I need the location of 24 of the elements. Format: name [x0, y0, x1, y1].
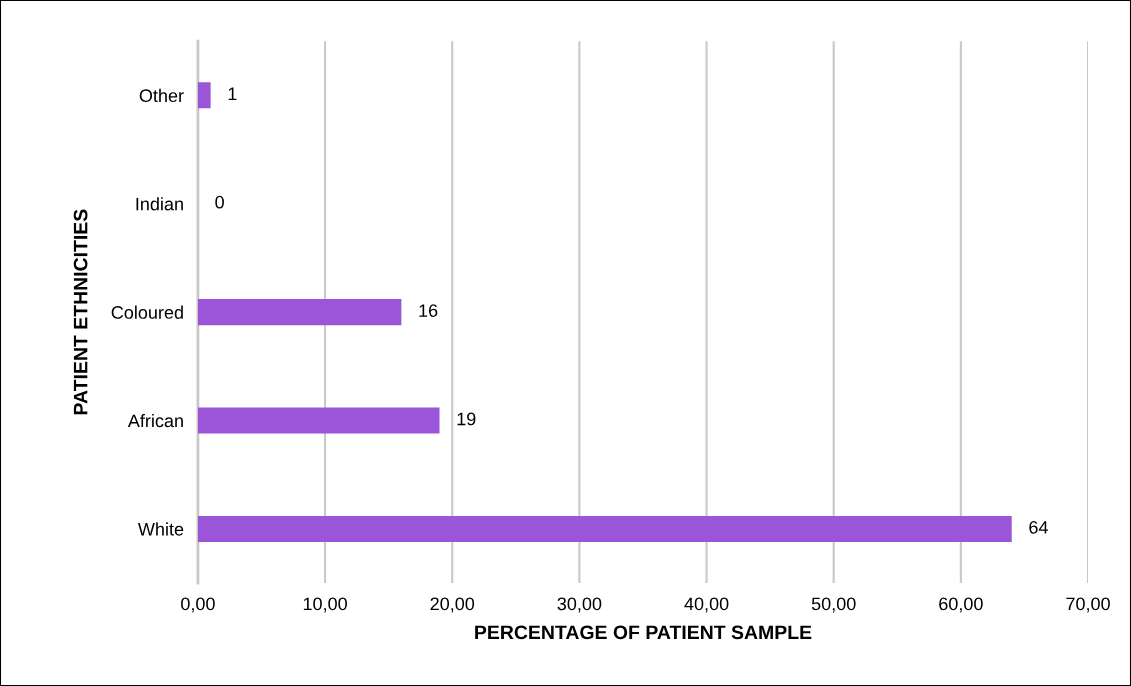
x-tick-label: 40,00 [684, 597, 729, 613]
x-tick-label: 50,00 [811, 597, 856, 613]
bar [197, 82, 211, 109]
data-label: 1 [228, 87, 237, 101]
y-tick-label: African [127, 413, 183, 428]
x-tick-label: 20,00 [430, 597, 475, 613]
data-label: 64 [1029, 520, 1048, 534]
y-axis-title: PATIENT ETHNICITIES [73, 209, 88, 415]
x-tick-label: 30,00 [557, 597, 602, 613]
bar [197, 407, 440, 434]
data-label: 16 [419, 304, 438, 317]
bar [197, 515, 1012, 542]
x-axis-title: PERCENTAGE OF PATIENT SAMPLE [475, 625, 812, 640]
data-label: 0 [215, 195, 224, 209]
y-tick-label: White [137, 522, 184, 536]
x-tick-label: 0,00 [181, 597, 215, 613]
x-tick-label: 70,00 [1066, 597, 1110, 613]
bar [197, 299, 402, 326]
y-tick-label: Other [139, 88, 184, 103]
x-tick-label: 60,00 [939, 597, 983, 613]
y-tick-label: Coloured [111, 305, 183, 319]
data-label: 19 [457, 412, 476, 426]
y-tick-label: Indian [136, 197, 183, 211]
x-tick-label: 10,00 [303, 597, 347, 613]
